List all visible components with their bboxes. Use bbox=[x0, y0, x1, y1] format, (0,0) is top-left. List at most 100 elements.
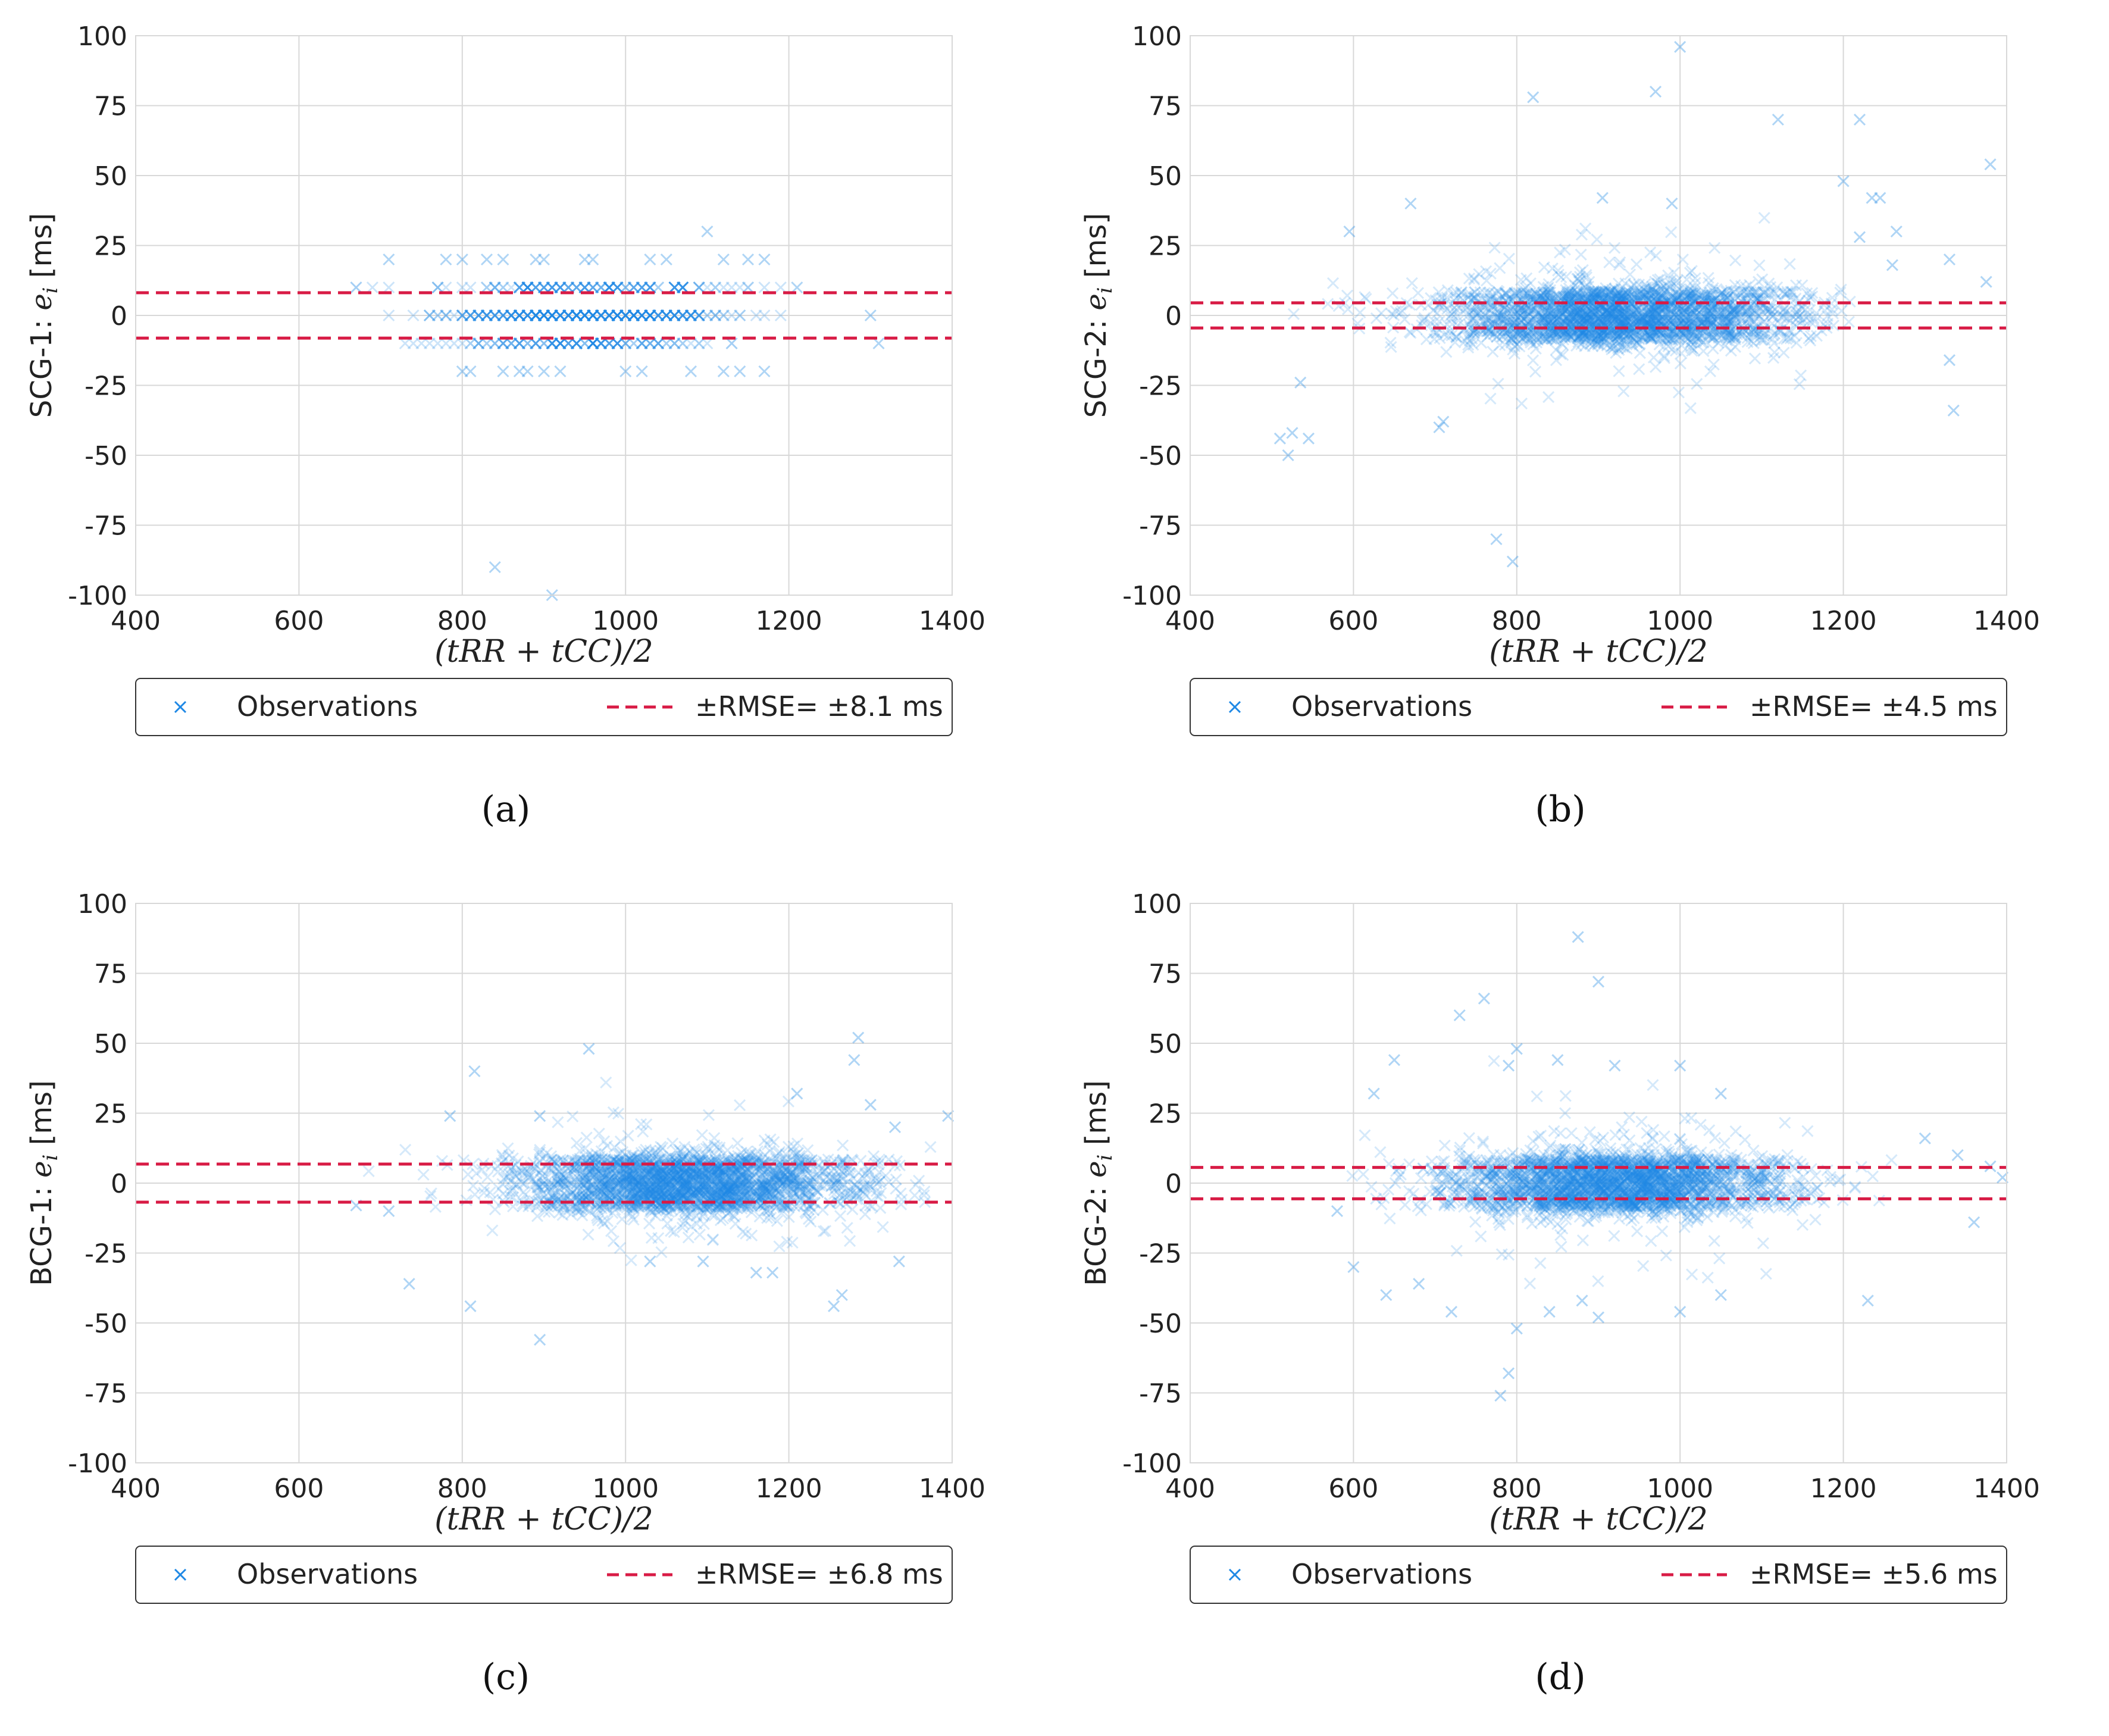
observation-point bbox=[594, 281, 608, 294]
observation-point bbox=[652, 281, 665, 294]
observation-point bbox=[1705, 315, 1717, 328]
observation-point bbox=[619, 281, 632, 294]
observation-outlier bbox=[383, 253, 395, 266]
observation-point bbox=[489, 309, 501, 322]
observation-point bbox=[603, 337, 615, 350]
observation-point bbox=[1684, 287, 1697, 300]
observation-point bbox=[480, 309, 493, 322]
observation-point bbox=[546, 309, 558, 322]
observation-point bbox=[537, 309, 550, 322]
observation-point bbox=[530, 337, 542, 350]
observation-outlier bbox=[791, 281, 803, 294]
observation-point bbox=[619, 309, 632, 322]
observation-point bbox=[440, 309, 452, 322]
observation-point bbox=[570, 309, 583, 322]
observation-point bbox=[619, 337, 632, 350]
observation-point bbox=[464, 337, 477, 350]
observation-point bbox=[1406, 277, 1418, 289]
observation-point bbox=[546, 281, 558, 294]
observation-point bbox=[570, 309, 583, 322]
observation-point bbox=[383, 309, 395, 322]
observation-point bbox=[530, 309, 542, 322]
observation-point bbox=[1648, 305, 1660, 317]
observation-point bbox=[554, 281, 567, 294]
observation-point bbox=[693, 281, 705, 294]
observation-point bbox=[644, 309, 656, 322]
observation-outlier bbox=[758, 253, 771, 266]
observation-point bbox=[530, 309, 542, 322]
observation-point bbox=[521, 309, 534, 322]
observation-point bbox=[546, 281, 558, 294]
observation-point bbox=[497, 309, 509, 322]
observation-point bbox=[611, 309, 624, 322]
observation-point bbox=[652, 337, 665, 350]
observation-point bbox=[1634, 287, 1646, 301]
observation-point bbox=[562, 337, 575, 350]
observation-point bbox=[1659, 286, 1671, 299]
observation-point bbox=[431, 337, 444, 350]
observation-point bbox=[570, 309, 583, 322]
y-tick-label: 75 bbox=[94, 92, 127, 122]
observation-point bbox=[562, 309, 575, 322]
observation-point bbox=[1529, 287, 1542, 300]
observation-outlier bbox=[636, 365, 648, 378]
observation-outlier bbox=[1666, 197, 1678, 210]
observation-point bbox=[440, 337, 452, 350]
observation-point bbox=[570, 337, 583, 350]
observation-point bbox=[684, 337, 697, 350]
observation-point bbox=[464, 309, 477, 322]
observation-point bbox=[594, 337, 608, 350]
observation-point bbox=[660, 337, 672, 350]
y-axis-label: SCG-1: ei [ms] bbox=[25, 213, 62, 418]
observation-point bbox=[546, 337, 558, 350]
observation-point bbox=[1667, 334, 1679, 346]
observation-point bbox=[611, 337, 624, 350]
observation-point bbox=[530, 309, 542, 322]
observation-point bbox=[594, 281, 608, 294]
observation-point bbox=[1576, 298, 1588, 311]
observation-point bbox=[570, 281, 583, 294]
observation-point bbox=[1630, 258, 1643, 271]
observation-outlier bbox=[1302, 432, 1315, 445]
observation-point bbox=[1569, 290, 1581, 303]
observation-point bbox=[1503, 252, 1515, 265]
observation-point bbox=[513, 309, 525, 322]
observation-point bbox=[1469, 302, 1481, 315]
observation-point bbox=[603, 309, 615, 322]
observation-point bbox=[505, 281, 518, 294]
observation-point bbox=[1781, 287, 1794, 300]
observation-point bbox=[505, 337, 518, 350]
observation-point bbox=[1665, 226, 1678, 239]
observation-point bbox=[530, 309, 542, 322]
observation-point bbox=[587, 309, 599, 322]
observation-point bbox=[693, 309, 705, 322]
observation-point bbox=[677, 309, 689, 322]
observation-point bbox=[578, 309, 591, 322]
observation-point bbox=[693, 337, 705, 350]
observation-point bbox=[652, 337, 665, 350]
x-tick-label: 1200 bbox=[756, 606, 822, 636]
observation-point bbox=[1595, 315, 1607, 328]
observation-point bbox=[570, 309, 583, 322]
observation-point bbox=[505, 309, 518, 322]
observation-point bbox=[603, 281, 615, 294]
observation-point bbox=[570, 281, 583, 294]
observation-point bbox=[570, 309, 583, 322]
observation-point bbox=[594, 337, 608, 350]
observation-point bbox=[644, 281, 656, 294]
observation-point bbox=[660, 309, 672, 322]
observation-point bbox=[1415, 299, 1428, 311]
plot-a: 400 600 800 1000 1200 1400 1007550250-25-50-7… bbox=[25, 21, 985, 830]
observation-point bbox=[587, 309, 599, 322]
observation-point bbox=[677, 309, 689, 322]
observation-point bbox=[605, 1225, 618, 1237]
observation-point bbox=[497, 337, 509, 350]
observation-point bbox=[530, 309, 542, 322]
observation-point bbox=[480, 309, 493, 322]
observation-point bbox=[619, 309, 632, 322]
observation-point bbox=[587, 309, 599, 322]
observation-point bbox=[530, 309, 542, 322]
observation-point bbox=[537, 309, 550, 322]
observation-point bbox=[1556, 304, 1568, 317]
